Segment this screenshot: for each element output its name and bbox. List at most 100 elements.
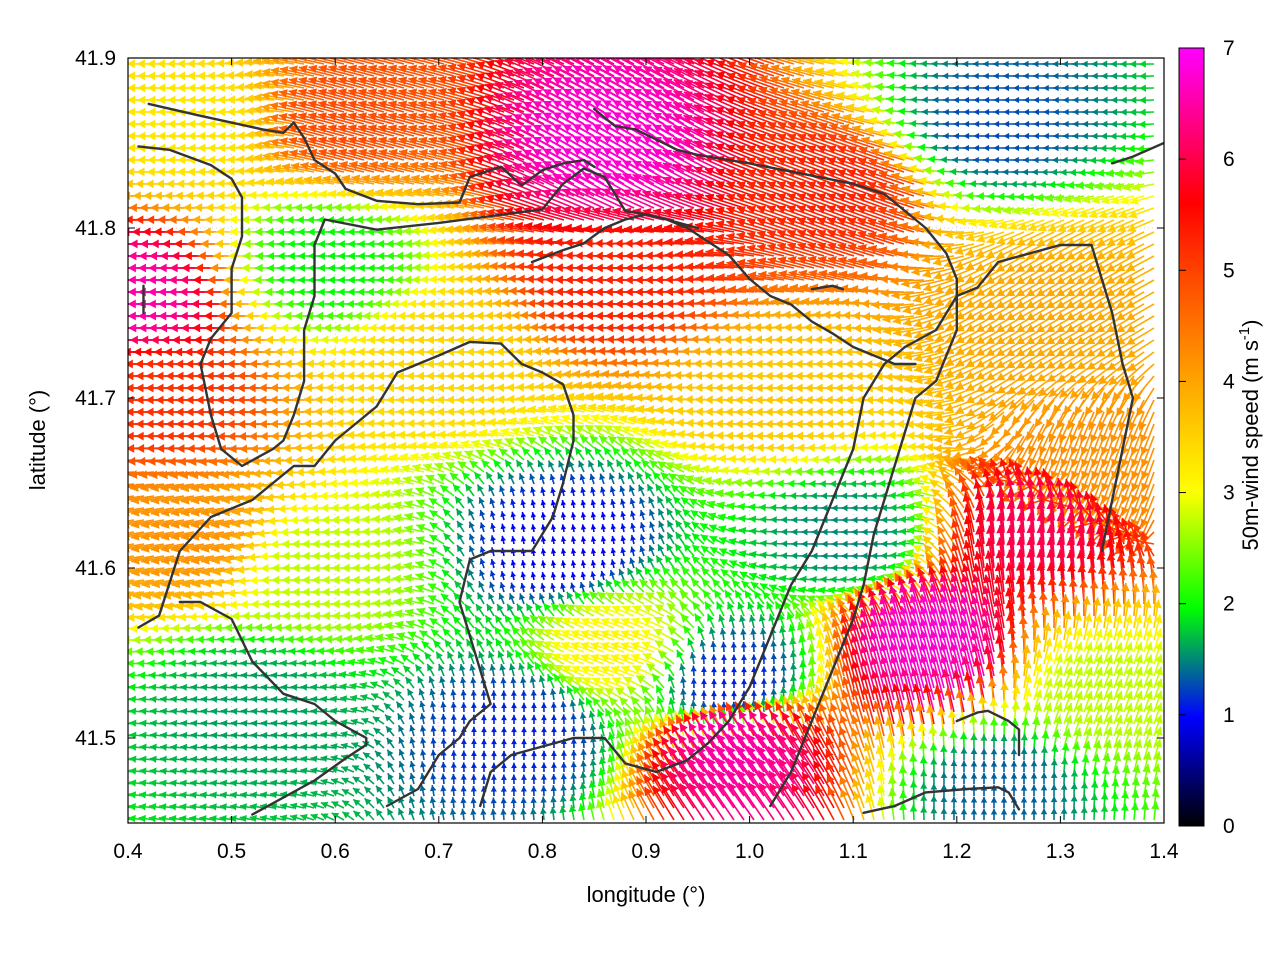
- wind-arrow: [496, 603, 505, 617]
- wind-arrow: [128, 303, 135, 305]
- wind-arrow: [726, 61, 765, 77]
- wind-arrow: [431, 58, 465, 65]
- wind-arrow: [579, 581, 586, 593]
- wind-arrow: [279, 77, 315, 89]
- wind-arrow: [492, 459, 505, 473]
- wind-arrow: [408, 76, 445, 89]
- wind-arrow: [371, 58, 405, 65]
- wind-arrow: [1052, 84, 1065, 92]
- wind-arrow: [474, 626, 485, 641]
- wind-arrow: [993, 84, 1005, 92]
- wind-arrow: [589, 473, 596, 485]
- wind-arrow: [530, 582, 536, 593]
- wind-arrow: [983, 132, 995, 140]
- wind-arrow: [540, 536, 547, 545]
- wind-arrow: [398, 64, 435, 77]
- wind-arrow: [665, 543, 675, 557]
- wind-arrow: [628, 485, 636, 497]
- wind-arrow: [1052, 60, 1065, 68]
- wind-arrow: [455, 556, 465, 569]
- wind-arrow: [1023, 120, 1035, 128]
- wind-arrow: [612, 65, 655, 89]
- wind-arrow: [715, 71, 755, 89]
- wind-arrow: [620, 523, 627, 533]
- wind-arrow: [580, 548, 587, 557]
- wind-arrow: [749, 614, 756, 629]
- wind-arrow: [580, 512, 587, 521]
- wind-arrow: [550, 560, 557, 569]
- wind-arrow: [973, 96, 985, 104]
- wind-arrow: [1072, 84, 1085, 92]
- wind-arrow: [437, 75, 475, 89]
- wind-arrow: [597, 579, 605, 593]
- wind-arrow: [520, 511, 527, 521]
- wind-arrow: [1052, 132, 1065, 140]
- wind-arrow: [418, 88, 455, 101]
- wind-arrow: [378, 76, 415, 89]
- wind-arrow: [655, 555, 665, 569]
- wind-arrow: [973, 108, 985, 116]
- wind-arrow: [509, 582, 516, 593]
- wind-arrow: [657, 508, 665, 521]
- wind-arrow: [1003, 108, 1015, 116]
- wind-arrow: [510, 559, 517, 569]
- wind-arrow: [942, 84, 955, 92]
- wind-arrow: [500, 523, 507, 533]
- wind-arrow: [717, 58, 735, 65]
- wind-arrow: [971, 168, 985, 176]
- wind-arrow: [1053, 108, 1065, 116]
- wind-arrow: [1139, 60, 1155, 68]
- wind-arrow: [590, 571, 596, 581]
- wind-arrow: [529, 473, 536, 485]
- wind-arrow: [630, 534, 636, 545]
- wind-arrow: [473, 471, 485, 485]
- wind-arrow: [606, 459, 615, 473]
- wind-arrow: [674, 507, 685, 521]
- wind-arrow: [401, 58, 435, 65]
- wind-arrow: [430, 628, 445, 641]
- wind-arrow: [618, 568, 625, 581]
- wind-arrow: [666, 531, 675, 545]
- wind-arrow: [675, 531, 685, 545]
- wind-arrow: [654, 483, 665, 497]
- wind-arrow: [521, 447, 535, 461]
- wind-arrow: [610, 523, 617, 533]
- wind-arrow: [289, 65, 325, 77]
- wind-arrow: [610, 511, 617, 521]
- wind-arrow: [580, 571, 587, 581]
- wind-arrow: [570, 487, 576, 497]
- wind-arrow: [361, 58, 395, 65]
- wind-arrow: [1062, 120, 1075, 128]
- wind-arrow: [526, 459, 535, 473]
- wind-arrow: [666, 520, 675, 533]
- wind-arrow: [953, 132, 965, 140]
- wind-arrow: [469, 533, 475, 545]
- wind-arrow: [620, 498, 626, 509]
- wind-arrow: [311, 58, 345, 65]
- wind-arrow: [837, 80, 865, 89]
- wind-arrow: [467, 568, 475, 581]
- wind-arrow: [590, 58, 605, 65]
- wind-arrow: [727, 601, 735, 617]
- wind-arrow: [543, 447, 555, 461]
- wind-arrow: [128, 243, 135, 245]
- wind-arrow: [658, 532, 665, 545]
- wind-arrow: [580, 499, 587, 509]
- wind-arrow: [560, 524, 567, 533]
- wind-arrow: [550, 487, 556, 497]
- wind-arrow: [504, 614, 515, 629]
- wind-arrow: [443, 520, 455, 533]
- wind-arrow: [128, 339, 135, 341]
- wind-arrow: [983, 108, 995, 116]
- wind-arrow: [588, 580, 595, 593]
- wind-arrow: [534, 602, 545, 617]
- wind-arrow: [622, 76, 665, 101]
- wind-arrow: [520, 524, 527, 533]
- wind-arrow: [128, 291, 135, 293]
- wind-arrow: [519, 593, 526, 605]
- wind-arrow: [510, 498, 516, 509]
- wind-arrow: [726, 58, 745, 65]
- wind-arrow: [537, 460, 545, 473]
- wind-arrow: [520, 560, 527, 569]
- wind-arrow: [318, 88, 355, 101]
